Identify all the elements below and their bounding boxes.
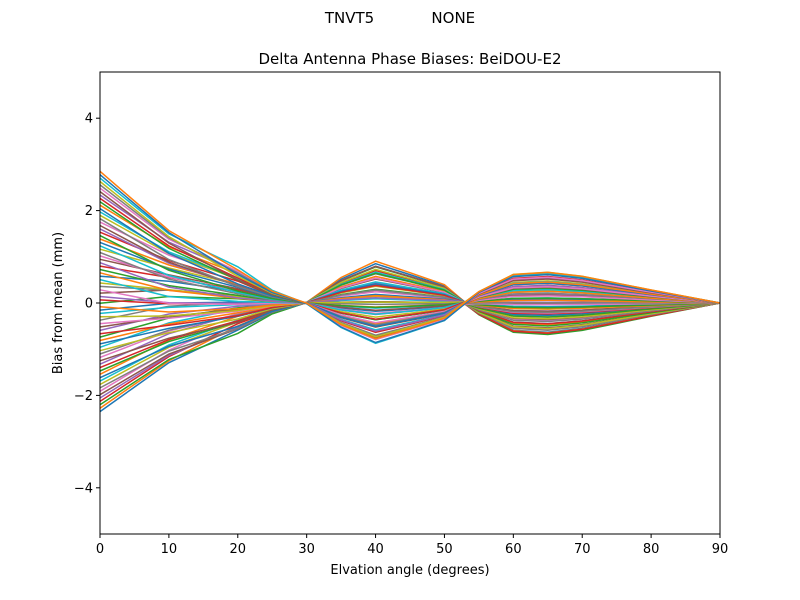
series-line	[99, 272, 721, 372]
x-tick-label: 90	[712, 542, 729, 557]
x-tick-label: 50	[436, 542, 453, 557]
x-tick-label: 80	[643, 542, 660, 557]
y-axis: −4 −2 0 2 4	[74, 112, 100, 496]
series-line	[99, 174, 721, 344]
series-line	[99, 245, 721, 315]
x-axis: 0 10 20 30 40 50 60 70 80 90	[96, 534, 728, 557]
series-line	[99, 294, 721, 313]
x-tick-label: 30	[298, 542, 315, 557]
x-tick-label: 0	[96, 542, 104, 557]
y-tick-label: 4	[85, 112, 93, 127]
chart-title: Delta Antenna Phase Biases: BeiDOU-E2	[259, 50, 562, 68]
suptitle-station: TNVT5	[324, 9, 375, 27]
series-line	[99, 283, 721, 345]
y-axis-label: Bias from mean (mm)	[51, 232, 66, 374]
series-line	[99, 207, 721, 328]
x-tick-label: 10	[161, 542, 178, 557]
x-tick-label: 70	[574, 542, 591, 557]
series-line	[99, 170, 721, 340]
y-tick-label: 0	[85, 297, 93, 312]
y-tick-label: −2	[74, 389, 93, 404]
y-tick-label: −4	[74, 481, 93, 496]
y-tick-label: 2	[85, 204, 93, 219]
figure-suptitle: TNVT5 NONE	[0, 9, 800, 27]
series-layer	[99, 170, 721, 413]
series-line	[99, 268, 721, 309]
x-tick-label: 40	[367, 542, 384, 557]
x-tick-label: 60	[505, 542, 522, 557]
x-tick-label: 20	[230, 542, 247, 557]
series-line	[99, 268, 721, 386]
x-axis-label: Elvation angle (degrees)	[330, 563, 489, 578]
suptitle-model: NONE	[431, 9, 476, 27]
